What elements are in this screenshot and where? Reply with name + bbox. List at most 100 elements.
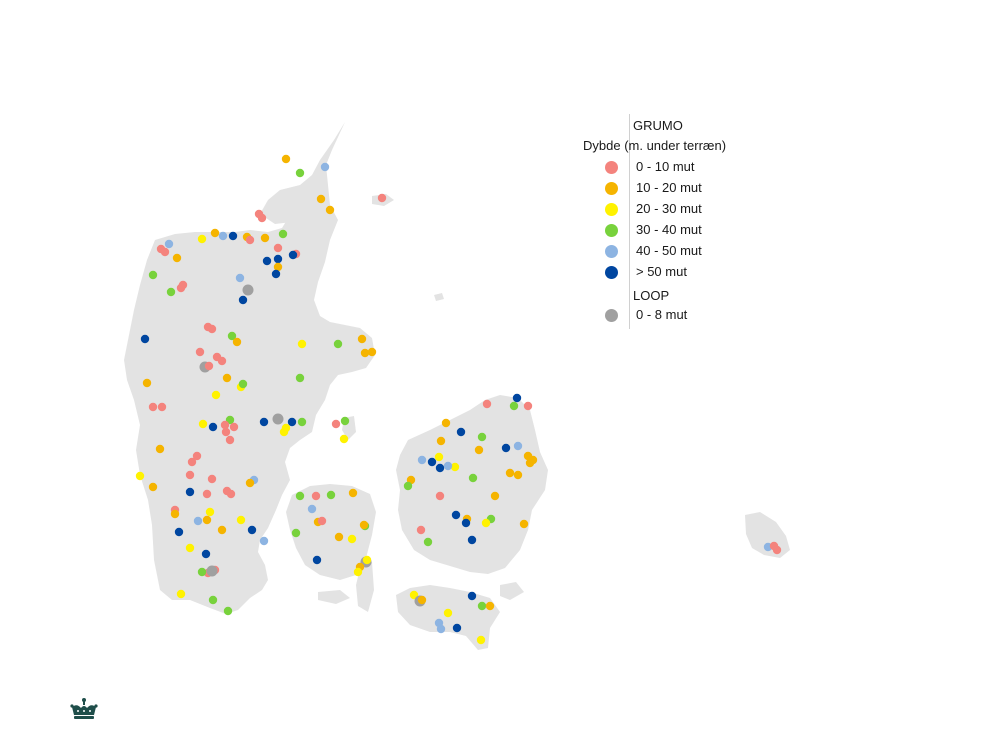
legend-marker [605,245,618,258]
grumo-station-marker [519,519,529,529]
grumo-station-marker [229,422,239,432]
grumo-station-marker [435,491,445,501]
grumo-station-marker [416,525,426,535]
legend-label: 30 - 40 mut [636,222,702,237]
grumo-station-marker [257,213,267,223]
grumo-station-marker [227,331,237,341]
grumo-station-marker [467,591,477,601]
grumo-station-marker [288,250,298,260]
grumo-station-marker [247,525,257,535]
grumo-station-marker [260,233,270,243]
grumo-station-marker [287,417,297,427]
grumo-station-marker [505,468,515,478]
measurement-points [135,154,782,645]
grumo-station-marker [197,234,207,244]
grumo-station-marker [456,427,466,437]
grumo-station-marker [228,231,238,241]
grumo-station-marker [317,516,327,526]
legend-label: 40 - 50 mut [636,243,702,258]
grumo-station-marker [238,295,248,305]
legend-item-loop-0-8: 0 - 8 mut [583,306,773,326]
legend-item-30-40: 30 - 40 mut [583,221,773,241]
grumo-station-marker [232,337,242,347]
grumo-station-marker [477,432,487,442]
grumo-station-marker [205,507,215,517]
grumo-station-marker [513,441,523,451]
grumo-station-marker [273,262,283,272]
grumo-station-marker [476,635,486,645]
zealand [396,395,548,574]
grumo-station-marker [208,422,218,432]
grumo-station-marker [417,455,427,465]
grumo-station-marker [164,239,174,249]
grumo-station-marker [443,461,453,471]
grumo-station-marker [259,536,269,546]
grumo-station-marker [513,470,523,480]
grumo-station-marker [273,254,283,264]
grumo-station-marker [436,436,446,446]
grumo-station-marker [221,427,231,437]
grumo-station-marker [218,231,228,241]
grumo-station-marker [434,452,444,462]
grumo-station-marker [467,535,477,545]
grumo-station-marker [202,489,212,499]
grumo-station-marker [360,348,370,358]
crown-logo-icon [70,698,98,719]
grumo-station-marker [312,555,322,565]
grumo-station-marker [477,601,487,611]
legend-divider [629,114,630,329]
grumo-station-marker [450,462,460,472]
legend-label: 0 - 10 mut [636,159,695,174]
legend-item-10-20: 10 - 20 mut [583,179,773,199]
grumo-station-marker [451,510,461,520]
legend-loop-title: LOOP [633,288,670,303]
grumo-station-marker [192,451,202,461]
grumo-station-marker [142,378,152,388]
grumo-station-marker [353,567,363,577]
grumo-station-marker [185,543,195,553]
grumo-station-marker [193,516,203,526]
grumo-station-marker [509,401,519,411]
grumo-station-marker [316,194,326,204]
grumo-station-marker [217,525,227,535]
legend-marker [605,266,618,279]
grumo-station-marker [357,334,367,344]
grumo-station-marker [220,420,230,430]
grumo-station-marker [187,457,197,467]
legend-label: 10 - 20 mut [636,180,702,195]
grumo-station-marker [297,417,307,427]
legend-marker [605,224,618,237]
grumo-station-marker [525,458,535,468]
legend-label: 20 - 30 mut [636,201,702,216]
grumo-station-marker [174,527,184,537]
grumo-station-marker [443,608,453,618]
legend-marker [605,161,618,174]
grumo-station-marker [512,393,522,403]
grumo-station-marker [311,491,321,501]
grumo-station-marker [417,595,427,605]
grumo-station-marker [223,606,233,616]
grumo-station-marker [259,417,269,427]
grumo-station-marker [185,470,195,480]
grumo-station-marker [207,324,217,334]
legend: GRUMO Dybde (m. under terræn) 0 - 10 mut… [583,114,773,329]
grumo-station-marker [403,481,413,491]
grumo-station-marker [262,256,272,266]
grumo-station-marker [208,595,218,605]
grumo-station-marker [271,269,281,279]
grumo-station-marker [359,520,369,530]
grumo-station-marker [474,445,484,455]
loop-station-marker [242,284,254,296]
grumo-station-marker [481,518,491,528]
grumo-station-marker [307,504,317,514]
grumo-station-marker [245,235,255,245]
grumo-station-marker [772,545,782,555]
grumo-station-marker [222,373,232,383]
grumo-station-marker [135,471,145,481]
legend-marker [605,203,618,216]
grumo-station-marker [436,624,446,634]
grumo-station-marker [523,401,533,411]
grumo-station-marker [326,490,336,500]
grumo-station-marker [204,361,214,371]
